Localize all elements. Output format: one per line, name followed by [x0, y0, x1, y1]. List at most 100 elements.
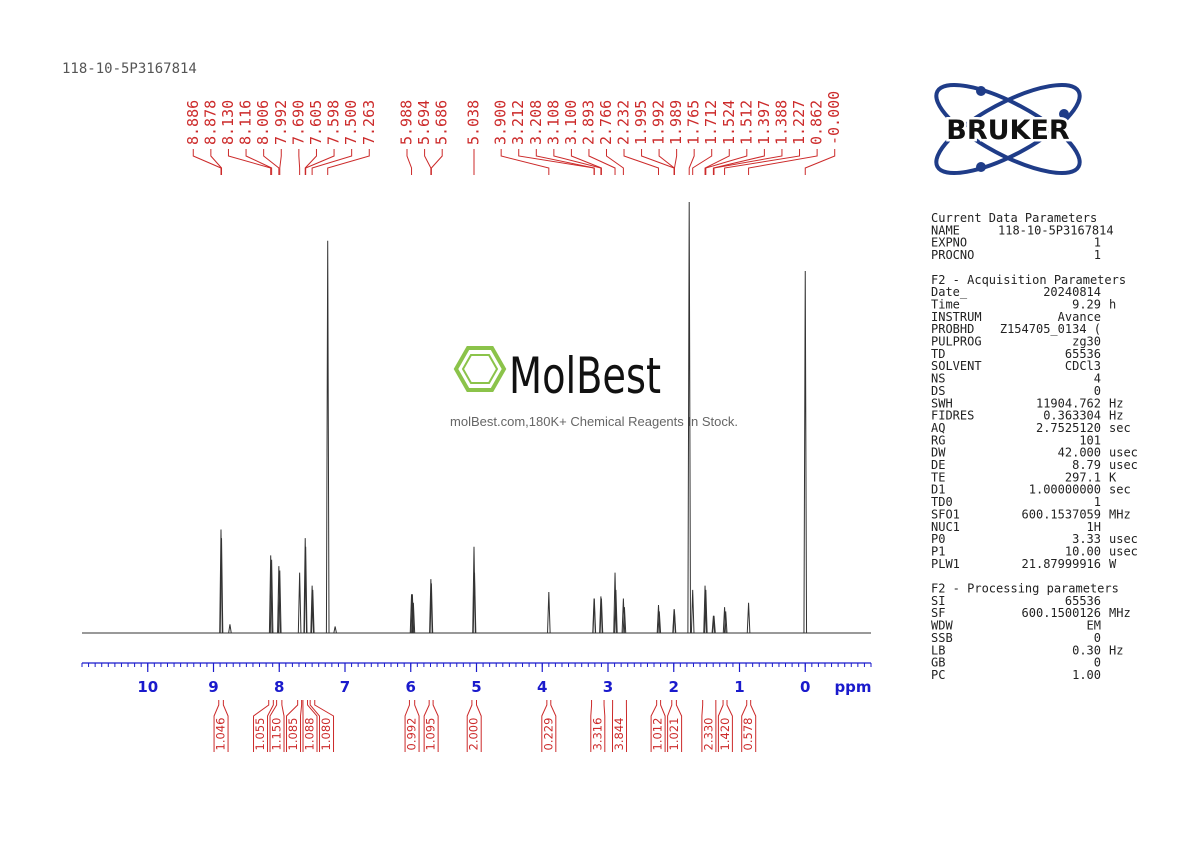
param-section-title: Current Data Parameters	[931, 211, 1097, 225]
param-value: 9.29	[1072, 297, 1101, 311]
param-value: 65536	[1065, 594, 1101, 608]
param-value: CDCl3	[1065, 359, 1101, 373]
integral-label: 3.316	[590, 718, 604, 751]
param-key: DW	[931, 446, 946, 460]
signal-peak	[325, 240, 330, 634]
integral-label: 0.992	[405, 718, 419, 751]
param-value: Avance	[1058, 310, 1101, 324]
integral-bracket	[286, 700, 303, 752]
peak-label: 5.694	[415, 100, 433, 145]
peak-connector	[605, 149, 624, 175]
param-value: 11904.762	[1036, 396, 1101, 410]
peak-label: 1.388	[772, 100, 790, 145]
param-key: EXPNO	[931, 236, 967, 250]
signal-peak	[621, 598, 626, 634]
param-value: 101	[1079, 433, 1101, 447]
integral-label: 1.150	[270, 718, 284, 751]
param-value: 297.1	[1065, 470, 1101, 484]
signal-peak	[672, 611, 677, 634]
x-tick-label: 2	[669, 678, 679, 696]
integral-label: 2.000	[467, 718, 481, 751]
param-value: 1	[1094, 495, 1101, 509]
param-value: 3.33	[1072, 532, 1101, 546]
peak-label: 7.500	[342, 100, 360, 145]
param-key: SWH	[931, 396, 953, 410]
param-section-title: F2 - Acquisition Parameters	[931, 273, 1126, 287]
logo-dot	[1059, 109, 1069, 119]
watermark: MolBest molBest.com,180K+ Chemical Reage…	[450, 346, 738, 429]
signal-peak	[690, 589, 695, 634]
param-unit: Hz	[1109, 643, 1123, 657]
integral-bracket	[309, 700, 335, 752]
param-value: 0.363304	[1043, 409, 1101, 423]
x-tick-label: 3	[603, 678, 613, 696]
signal-peak	[687, 201, 692, 634]
signal-peak	[722, 607, 727, 634]
peak-label: 7.263	[360, 100, 378, 145]
param-value: 0.30	[1072, 643, 1101, 657]
x-tick-label: 9	[208, 678, 218, 696]
peak-connector	[424, 149, 432, 175]
integral-bracket	[302, 700, 318, 752]
param-key: TD0	[931, 495, 953, 509]
peak-label: 1.992	[650, 100, 668, 145]
param-unit: usec	[1109, 458, 1138, 472]
param-key: INSTRUM	[931, 310, 982, 324]
integral-label: 1.055	[253, 718, 267, 751]
param-unit: usec	[1109, 446, 1138, 460]
peak-connector	[305, 149, 335, 175]
signal-peak	[219, 538, 224, 634]
signal-peak	[429, 583, 434, 634]
peak-connector	[712, 149, 765, 175]
peak-connector	[641, 149, 675, 175]
watermark-brand: MolBest	[509, 347, 661, 405]
signal-peak	[310, 589, 315, 634]
signal-peak	[746, 602, 751, 634]
param-value: 0	[1094, 631, 1101, 645]
signal-peak	[723, 611, 728, 634]
param-value: EM	[1087, 619, 1101, 633]
signal-peak	[277, 570, 282, 634]
signal-peak	[614, 589, 618, 634]
peak-label: -0.000	[825, 91, 843, 145]
x-tick-label: 5	[471, 678, 481, 696]
signal-peak	[277, 566, 281, 634]
param-unit: Hz	[1109, 396, 1123, 410]
bruker-logo: BRUKER	[934, 82, 1082, 176]
param-value: 1H	[1087, 520, 1101, 534]
integral-bracket	[701, 700, 717, 752]
peak-label: 1.995	[632, 100, 650, 145]
param-key: DE	[931, 458, 945, 472]
peak-label: 1.712	[702, 100, 720, 145]
peak-label: 3.212	[509, 100, 527, 145]
peak-label: 3.208	[527, 100, 545, 145]
param-key: PROCNO	[931, 248, 974, 262]
signal-peak	[269, 559, 274, 634]
param-key: GB	[931, 656, 945, 670]
peak-connector	[406, 149, 413, 175]
param-key: AQ	[931, 421, 945, 435]
integral-bracket	[423, 700, 439, 752]
peak-connector	[192, 149, 222, 175]
param-key: LB	[931, 643, 945, 657]
signal-peak	[599, 598, 604, 634]
peak-connector	[304, 149, 317, 175]
param-key: P0	[931, 532, 945, 546]
param-value: 10.00	[1065, 544, 1101, 558]
param-unit: MHz	[1109, 606, 1131, 620]
peak-label: 3.900	[492, 100, 510, 145]
integral-bracket	[213, 700, 229, 752]
param-key: SOLVENT	[931, 359, 982, 373]
signal-peak	[592, 598, 597, 634]
param-value: 0	[1094, 384, 1101, 398]
peak-connector	[588, 149, 616, 175]
peak-connector	[704, 149, 730, 175]
param-value: Z154705_0134 (	[1000, 322, 1101, 336]
peak-label: 3.100	[562, 100, 580, 145]
integral-label: 1.095	[424, 718, 438, 751]
param-key: WDW	[931, 619, 953, 633]
integral-label: 0.229	[541, 718, 555, 751]
peak-label: 2.893	[579, 100, 597, 145]
param-value: 1	[1094, 236, 1101, 250]
